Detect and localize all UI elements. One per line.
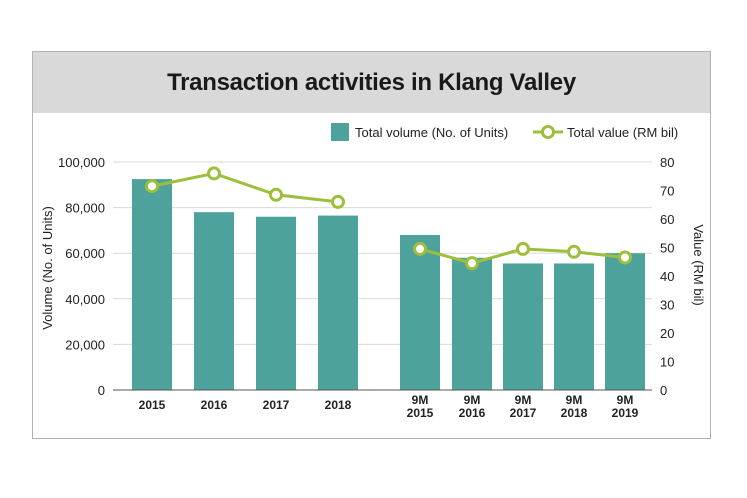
y-tick-label-right: 60 [660, 212, 674, 227]
x-tick-label: 2018 [561, 406, 588, 420]
volume-bar [605, 253, 645, 390]
volume-bar [256, 216, 296, 390]
legend-line-label: Total value (RM bil) [567, 125, 678, 140]
y-tick-label-left: 20,000 [65, 337, 105, 352]
legend: Total volume (No. of Units) Total value … [331, 123, 678, 141]
y-tick-label-left: 0 [98, 383, 105, 398]
x-tick-label: 2016 [201, 398, 228, 412]
y-tick-label-left: 40,000 [65, 292, 105, 307]
y-tick-label-right: 80 [660, 155, 674, 170]
title-bar: Transaction activities in Klang Valley [33, 52, 710, 113]
x-tick-label: 9M [566, 393, 583, 407]
volume-bar [194, 212, 234, 390]
y-axis-title-left: Volume (No. of Units) [40, 206, 55, 330]
value-point [516, 241, 530, 256]
x-tick-label: 2017 [263, 398, 290, 412]
x-tick-label: 2019 [612, 406, 639, 420]
value-line-annual [151, 171, 339, 204]
volume-bar [503, 263, 543, 390]
value-point [567, 244, 581, 259]
volume-bars [132, 179, 645, 390]
volume-bar [400, 234, 440, 390]
y-tick-label-right: 70 [660, 184, 674, 199]
value-point [145, 179, 159, 194]
volume-bar [318, 215, 358, 390]
x-tick-label: 2017 [510, 406, 537, 420]
chart-title: Transaction activities in Klang Valley [167, 68, 576, 96]
legend-bar-label: Total volume (No. of Units) [355, 125, 508, 140]
value-point [618, 250, 632, 265]
volume-bar [452, 257, 492, 390]
x-tick-label: 9M [412, 393, 429, 407]
y-tick-label-left: 80,000 [65, 201, 105, 216]
axes: 0 20,000 40,000 60,000 80,000 100,000 0 10 20 30 4… [58, 155, 674, 420]
value-point [465, 256, 479, 271]
x-tick-label: 2016 [459, 406, 486, 420]
x-tick-label: 9M [617, 393, 634, 407]
x-tick-label: 9M [464, 393, 481, 407]
y-axis-title-right: Value (RM bil) [691, 224, 706, 305]
value-point [413, 241, 427, 256]
value-point [331, 194, 345, 209]
x-tick-label: 2015 [139, 398, 166, 412]
value-point [269, 187, 283, 202]
y-tick-label-left: 100,000 [58, 155, 105, 170]
y-tick-label-right: 40 [660, 269, 674, 284]
y-tick-label-left: 60,000 [65, 246, 105, 261]
value-line [145, 166, 632, 271]
x-tick-label: 9M [515, 393, 532, 407]
volume-bar [132, 179, 172, 390]
legend-line-marker [541, 125, 555, 139]
legend-bar-swatch [331, 123, 349, 141]
volume-bar [554, 263, 594, 390]
y-tick-label-right: 20 [660, 326, 674, 341]
x-tick-label: 2018 [325, 398, 352, 412]
y-tick-label-right: 30 [660, 298, 674, 313]
y-tick-label-right: 50 [660, 241, 674, 256]
y-tick-label-right: 10 [660, 355, 674, 370]
y-tick-label-right: 0 [660, 383, 667, 398]
x-tick-label: 2015 [407, 406, 434, 420]
value-point [207, 166, 221, 181]
